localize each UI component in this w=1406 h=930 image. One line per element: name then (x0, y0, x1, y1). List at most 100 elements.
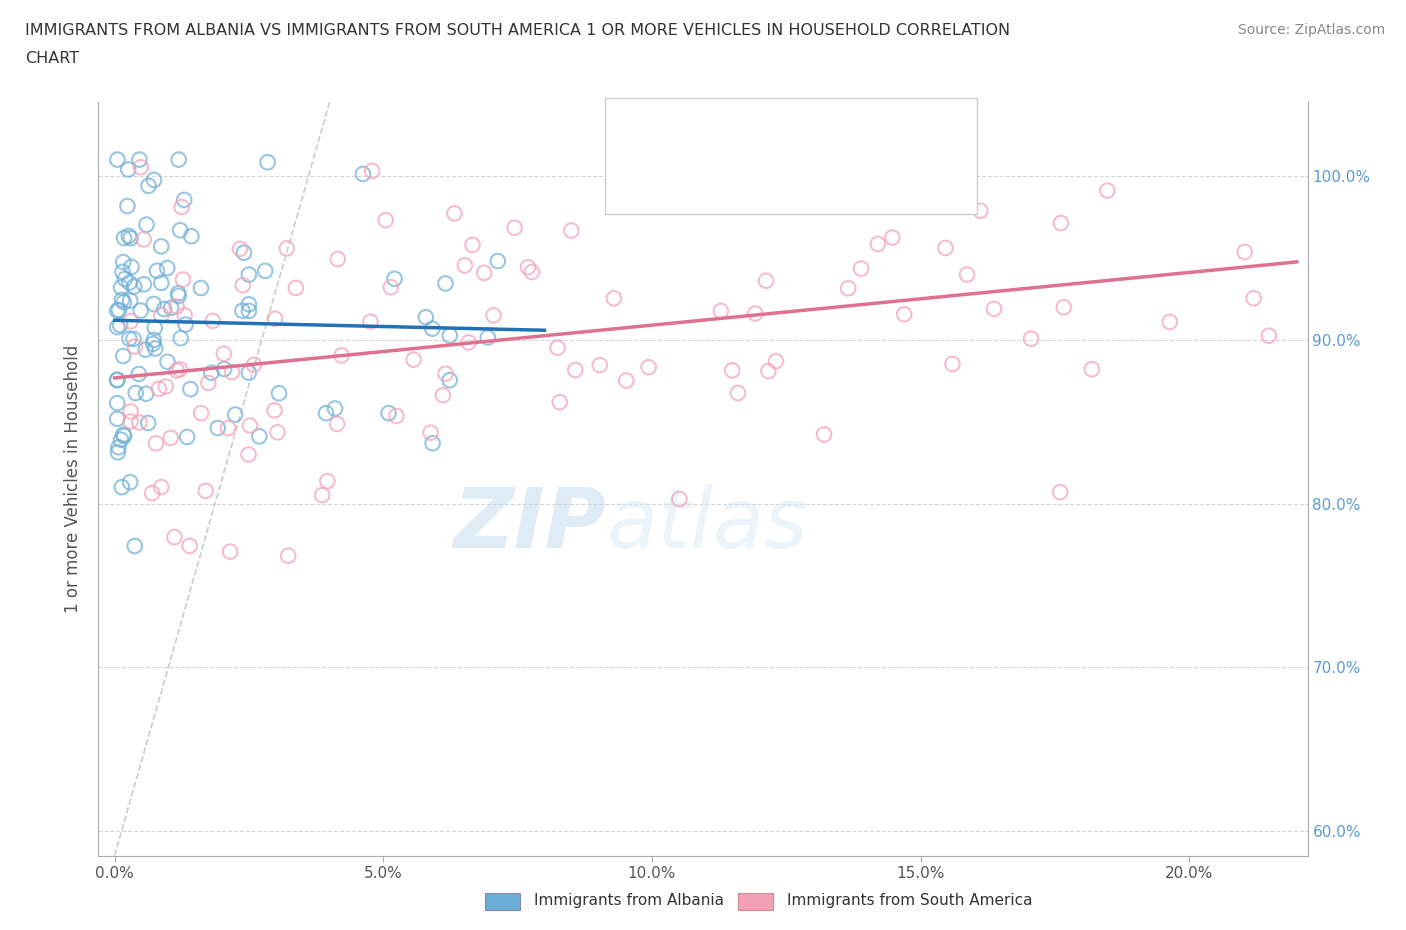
Point (1019, 331, 1042, 346)
Text: N =: N = (808, 123, 839, 140)
Point (194, 484, 217, 498)
Point (402, 352, 425, 367)
Point (167, 288, 190, 303)
Point (637, 360, 659, 375)
Point (517, 259, 540, 274)
Point (734, 166, 756, 180)
Point (179, 381, 201, 396)
Y-axis label: 1 or more Vehicles in Household: 1 or more Vehicles in Household (65, 345, 83, 613)
Point (352, 166, 374, 181)
Point (233, 246, 256, 260)
Point (200, 365, 222, 380)
Point (482, 308, 505, 323)
Point (1050, 216, 1073, 231)
Point (432, 388, 454, 403)
Point (247, 429, 270, 444)
Point (276, 241, 298, 256)
Point (727, 386, 749, 401)
Point (710, 303, 733, 318)
Point (105, 303, 128, 318)
Text: R = 0.197: R = 0.197 (659, 123, 744, 140)
Point (941, 356, 963, 371)
Point (120, 474, 142, 489)
Point (112, 231, 135, 246)
Point (156, 354, 179, 369)
Point (125, 386, 148, 401)
Point (956, 267, 979, 282)
Point (190, 281, 212, 296)
Point (135, 342, 157, 357)
Point (721, 363, 744, 378)
Point (122, 331, 145, 346)
Point (238, 365, 260, 380)
Point (170, 200, 193, 215)
Point (983, 301, 1005, 316)
Point (277, 549, 299, 564)
Point (143, 341, 166, 356)
Point (758, 364, 780, 379)
Point (503, 220, 526, 235)
Point (135, 386, 157, 401)
Point (472, 265, 495, 280)
Point (1233, 245, 1256, 259)
Text: Source: ZipAtlas.com: Source: ZipAtlas.com (1237, 23, 1385, 37)
Point (311, 487, 333, 502)
Point (201, 313, 224, 328)
Point (111, 292, 134, 307)
Point (124, 538, 146, 553)
Point (434, 276, 457, 291)
Point (128, 415, 150, 430)
Point (548, 394, 571, 409)
Point (264, 312, 287, 326)
Point (105, 372, 128, 387)
Point (668, 492, 690, 507)
Point (330, 348, 353, 363)
Point (284, 281, 307, 296)
Point (589, 358, 612, 373)
Point (108, 318, 131, 333)
Text: CHART: CHART (25, 51, 79, 66)
Point (174, 317, 197, 332)
Point (124, 339, 146, 354)
Point (128, 153, 150, 167)
Point (374, 213, 396, 228)
Point (150, 275, 173, 290)
Point (150, 308, 173, 323)
Point (173, 308, 195, 323)
Point (415, 310, 437, 325)
Point (143, 172, 166, 187)
Point (238, 303, 260, 318)
Point (105, 320, 128, 335)
Point (765, 353, 787, 368)
Point (723, 195, 745, 210)
Point (173, 193, 195, 207)
Point (419, 425, 441, 440)
Point (166, 363, 188, 378)
Point (254, 263, 277, 278)
Point (120, 404, 142, 418)
Point (163, 530, 186, 545)
Point (547, 340, 569, 355)
Point (197, 376, 219, 391)
Point (110, 432, 132, 447)
Point (117, 162, 139, 177)
Point (385, 408, 408, 423)
Point (755, 273, 778, 288)
Point (422, 436, 444, 451)
Point (145, 436, 167, 451)
Point (120, 231, 142, 246)
Point (231, 303, 253, 318)
Point (212, 362, 235, 377)
Point (849, 261, 872, 276)
Point (243, 357, 266, 372)
Point (263, 403, 285, 418)
Point (128, 366, 150, 381)
Point (156, 260, 179, 275)
Point (110, 280, 132, 295)
Text: IMMIGRANTS FROM ALBANIA VS IMMIGRANTS FROM SOUTH AMERICA 1 OR MORE VEHICLES IN H: IMMIGRANTS FROM ALBANIA VS IMMIGRANTS FR… (25, 23, 1011, 38)
Text: 105: 105 (866, 171, 901, 189)
Text: N =: N = (808, 171, 839, 189)
Point (120, 313, 142, 328)
Point (326, 417, 349, 432)
Point (179, 538, 201, 553)
